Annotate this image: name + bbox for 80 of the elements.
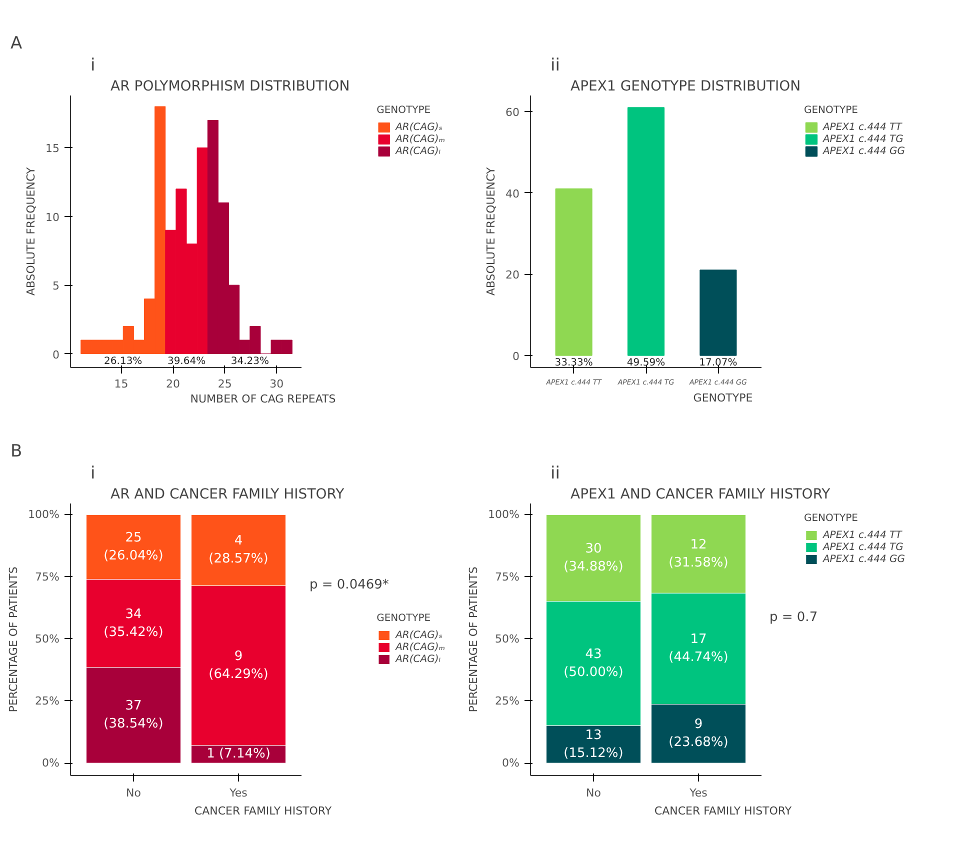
legend-label: APEX1 c.444 TG bbox=[822, 541, 904, 553]
chart-title: AR AND CANCER FAMILY HISTORY bbox=[110, 486, 345, 502]
legend-label: APEX1 c.444 TG bbox=[822, 133, 904, 145]
text: A bbox=[10, 34, 22, 54]
data-label: 43 (50.00%) bbox=[564, 646, 624, 680]
text: B bbox=[10, 442, 22, 462]
y-tick-label: 75% bbox=[495, 570, 520, 584]
chart-title: AR POLYMORPHISM DISTRIBUTION bbox=[110, 78, 350, 94]
y-tick-label: 25% bbox=[35, 694, 60, 708]
legend-label: AR(CAG)ₛ bbox=[396, 629, 442, 641]
legend-label: AR(CAG)ₗ bbox=[396, 145, 440, 157]
data-label: 37 (38.54%) bbox=[104, 698, 164, 732]
y-tick-label: 75% bbox=[35, 570, 60, 584]
y-tick-label: 0% bbox=[42, 756, 60, 770]
legend-title: GENOTYPE bbox=[804, 513, 859, 524]
legend-label: APEX1 c.444 GG bbox=[822, 145, 905, 157]
y-tick-label: 15 bbox=[46, 142, 60, 156]
text: ii bbox=[550, 56, 560, 76]
x-tick-label: 25 bbox=[218, 378, 232, 390]
legend-label: AR(CAG)ₘ bbox=[396, 641, 445, 653]
y-tick-label: 40 bbox=[506, 187, 520, 200]
y-axis-title: ABSOLUTE FREQUENCY bbox=[24, 167, 38, 296]
x-tick-label: No bbox=[586, 786, 602, 800]
annotation: 17.07% bbox=[699, 357, 738, 368]
legend-label: APEX1 c.444 TT bbox=[822, 121, 902, 133]
x-axis-title: NUMBER OF CAG REPEATS bbox=[190, 392, 336, 406]
data-label: 4 (28.57%) bbox=[208, 534, 268, 567]
data-label: 12 (31.58%) bbox=[668, 537, 728, 570]
text: i bbox=[90, 56, 96, 76]
data-label: 17 (44.74%) bbox=[668, 632, 728, 666]
x-tick-label: No bbox=[126, 786, 142, 800]
legend-label: AR(CAG)ₗ bbox=[396, 653, 440, 665]
annotation: 26.13% bbox=[104, 356, 142, 367]
text: p = 0.0469* bbox=[310, 578, 390, 593]
y-tick-label: 0 bbox=[52, 348, 60, 362]
text: i bbox=[90, 464, 96, 484]
x-tick-label: Yes bbox=[228, 786, 248, 800]
x-tick-label: 15 bbox=[114, 378, 128, 390]
y-axis-title: PERCENTAGE OF PATIENTS bbox=[7, 566, 20, 712]
data-label: 9 (64.29%) bbox=[208, 648, 268, 682]
y-tick-label: 100% bbox=[488, 508, 520, 522]
annotation: 34.23% bbox=[230, 356, 269, 367]
data-label: 25 (26.04%) bbox=[104, 530, 164, 564]
x-tick-label: Yes bbox=[688, 786, 708, 800]
y-tick-label: 0 bbox=[512, 350, 520, 363]
y-tick-label: 20 bbox=[506, 268, 520, 282]
y-tick-label: 0% bbox=[502, 756, 520, 770]
data-label: 1 (7.14%) bbox=[206, 746, 270, 762]
data-label: 9 (23.68%) bbox=[668, 717, 728, 750]
y-axis-title: PERCENTAGE OF PATIENTS bbox=[467, 566, 480, 712]
text: ii bbox=[550, 464, 560, 484]
y-tick-label: 60 bbox=[506, 106, 520, 120]
legend-title: GENOTYPE bbox=[804, 105, 859, 116]
x-tick-label: 20 bbox=[166, 378, 180, 390]
y-tick-label: 5 bbox=[52, 280, 60, 293]
data-label: 34 (35.42%) bbox=[104, 606, 164, 640]
chart-title: APEX1 GENOTYPE DISTRIBUTION bbox=[570, 78, 801, 94]
legend-label: APEX1 c.444 TT bbox=[822, 529, 902, 541]
data-label: 13 (15.12%) bbox=[564, 728, 624, 761]
legend-title: GENOTYPE bbox=[376, 613, 432, 624]
legend-title: GENOTYPE bbox=[376, 105, 432, 116]
x-axis-title: CANCER FAMILY HISTORY bbox=[654, 804, 792, 818]
chart-title: APEX1 AND CANCER FAMILY HISTORY bbox=[570, 486, 831, 502]
legend-label: AR(CAG)ₛ bbox=[396, 121, 442, 133]
data-label: 30 (34.88%) bbox=[564, 542, 624, 574]
y-tick-label: 100% bbox=[28, 508, 60, 522]
annotation: 33.33% bbox=[554, 357, 593, 368]
x-axis-title: GENOTYPE bbox=[693, 392, 753, 404]
legend-label: AR(CAG)ₘ bbox=[396, 133, 445, 145]
y-tick-label: 50% bbox=[35, 632, 60, 646]
text: p = 0.7 bbox=[770, 610, 818, 626]
y-tick-label: 50% bbox=[495, 632, 520, 646]
legend-label: APEX1 c.444 GG bbox=[822, 553, 905, 565]
y-axis-title: ABSOLUTE FREQUENCY bbox=[484, 167, 498, 296]
y-tick-label: 25% bbox=[495, 694, 520, 708]
y-tick-label: 10 bbox=[46, 210, 60, 224]
x-tick-label: 30 bbox=[270, 378, 284, 390]
annotation: 49.59% bbox=[626, 357, 666, 368]
x-axis-title: CANCER FAMILY HISTORY bbox=[194, 804, 332, 818]
annotation: 39.64% bbox=[167, 356, 206, 367]
